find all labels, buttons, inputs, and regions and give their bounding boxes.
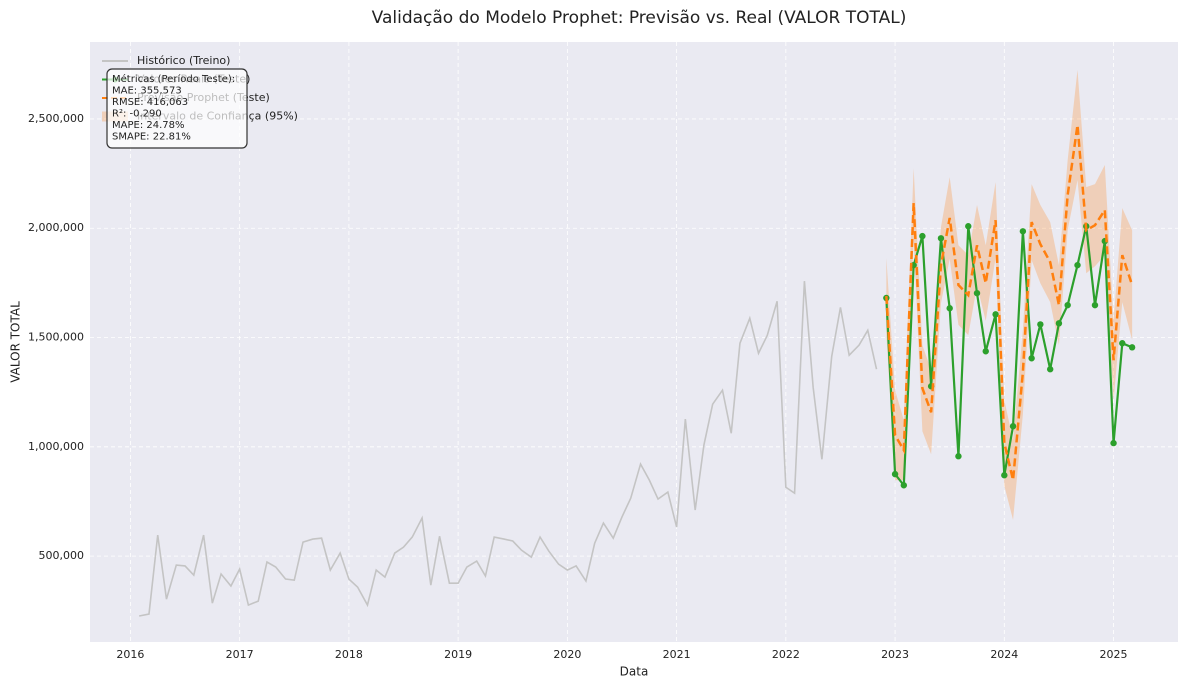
x-axis-label: Data xyxy=(620,665,649,679)
data-point xyxy=(1009,423,1017,430)
x-tick-label: 2018 xyxy=(335,648,363,661)
x-tick-label: 2020 xyxy=(553,648,581,661)
data-point xyxy=(982,348,989,355)
metrics-text: Métricas (Período Teste): xyxy=(112,73,235,85)
data-point xyxy=(1055,320,1063,327)
data-point xyxy=(919,232,926,240)
x-tick-label: 2022 xyxy=(772,648,800,661)
data-point xyxy=(1074,261,1081,269)
metrics-text: R²: -0.290 xyxy=(112,109,162,120)
x-tick-label: 2021 xyxy=(663,648,691,661)
x-tick-label: 2017 xyxy=(226,648,254,661)
plot-area xyxy=(90,42,1178,642)
series-line xyxy=(885,124,1134,481)
x-tick-label: 2019 xyxy=(444,648,472,661)
x-tick-label: 2025 xyxy=(1100,648,1128,661)
metrics-text: RMSE: 416,063 xyxy=(112,97,188,108)
data-point xyxy=(1037,321,1044,328)
data-point xyxy=(937,235,945,242)
data-point xyxy=(992,311,999,318)
y-tick-label: 2,500,000 xyxy=(28,112,84,125)
data-point xyxy=(965,223,972,230)
metrics-text: MAE: 355,573 xyxy=(112,86,182,97)
y-tick-label: 1,000,000 xyxy=(28,440,84,453)
metrics-box xyxy=(106,68,248,149)
x-tick-label: 2024 xyxy=(990,648,1018,661)
series-line xyxy=(885,226,1133,489)
x-tick-label: 2016 xyxy=(116,648,144,661)
chart-title: Validação do Modelo Prophet: Previsão vs… xyxy=(372,8,907,28)
data-point xyxy=(1028,355,1035,362)
legend-label: Histórico (Treino) xyxy=(137,54,230,67)
y-tick-label: 2,000,000 xyxy=(28,221,84,234)
data-point xyxy=(955,453,962,460)
data-point xyxy=(1001,472,1008,479)
data-point xyxy=(1046,366,1054,373)
data-point xyxy=(1128,344,1136,351)
data-point xyxy=(900,482,908,489)
y-axis-label: VALOR TOTAL xyxy=(9,301,23,383)
y-tick-label: 1,500,000 xyxy=(28,331,84,344)
data-point xyxy=(891,470,899,478)
metrics-text: SMAPE: 22.81% xyxy=(112,132,191,143)
series-line xyxy=(138,281,878,617)
data-point xyxy=(1091,301,1099,309)
data-point xyxy=(1110,439,1117,447)
data-point xyxy=(946,305,953,312)
x-tick-label: 2023 xyxy=(881,648,909,661)
data-point xyxy=(1064,301,1071,309)
data-point xyxy=(1119,340,1126,347)
data-point xyxy=(1019,228,1027,235)
data-point xyxy=(973,289,981,297)
metrics-text: MAPE: 24.78% xyxy=(112,120,185,131)
y-tick-label: 500,000 xyxy=(39,549,85,562)
